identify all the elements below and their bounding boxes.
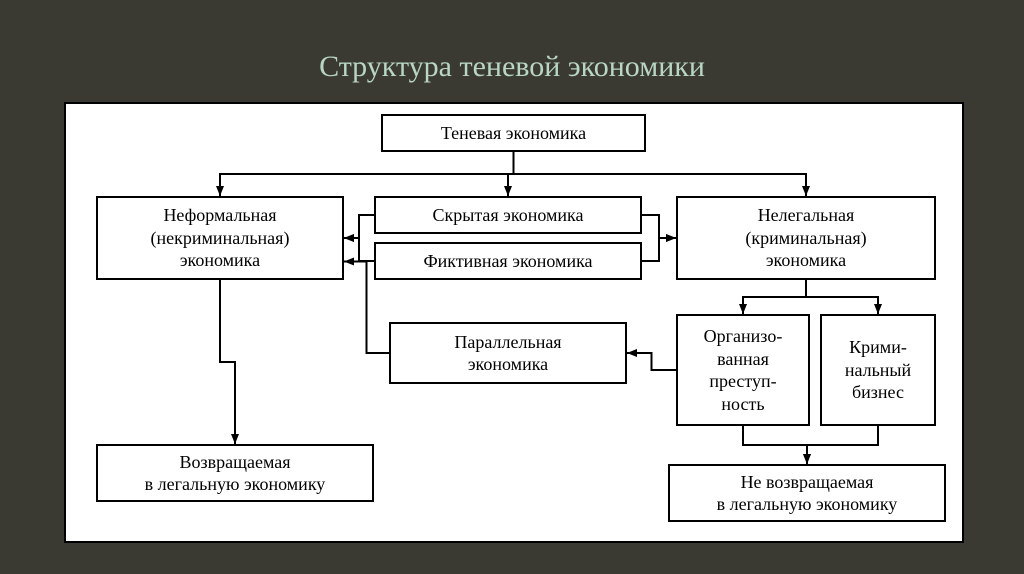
node-parallel: Параллельнаяэкономика xyxy=(389,322,627,384)
node-fictive: Фиктивная экономика xyxy=(374,242,642,280)
node-root: Теневая экономика xyxy=(381,114,646,152)
slide: Структура теневой экономики Теневая экон… xyxy=(0,0,1024,574)
node-informal: Неформальная(некриминальная)экономика xyxy=(96,196,344,280)
diagram-panel: Теневая экономика Неформальная(некриминал… xyxy=(64,102,964,543)
node-hidden: Скрытая экономика xyxy=(374,196,642,234)
node-ret: Возвращаемаяв легальную экономику xyxy=(96,444,374,502)
node-orgcrime: Организо-ваннаяпреступ-ность xyxy=(676,314,810,426)
node-crimbiz: Крими-нальныйбизнес xyxy=(820,314,936,426)
node-noret: Не возвращаемаяв легальную экономику xyxy=(668,464,946,522)
node-illegal: Нелегальная(криминальная)экономика xyxy=(676,196,936,280)
slide-title: Структура теневой экономики xyxy=(0,50,1024,84)
